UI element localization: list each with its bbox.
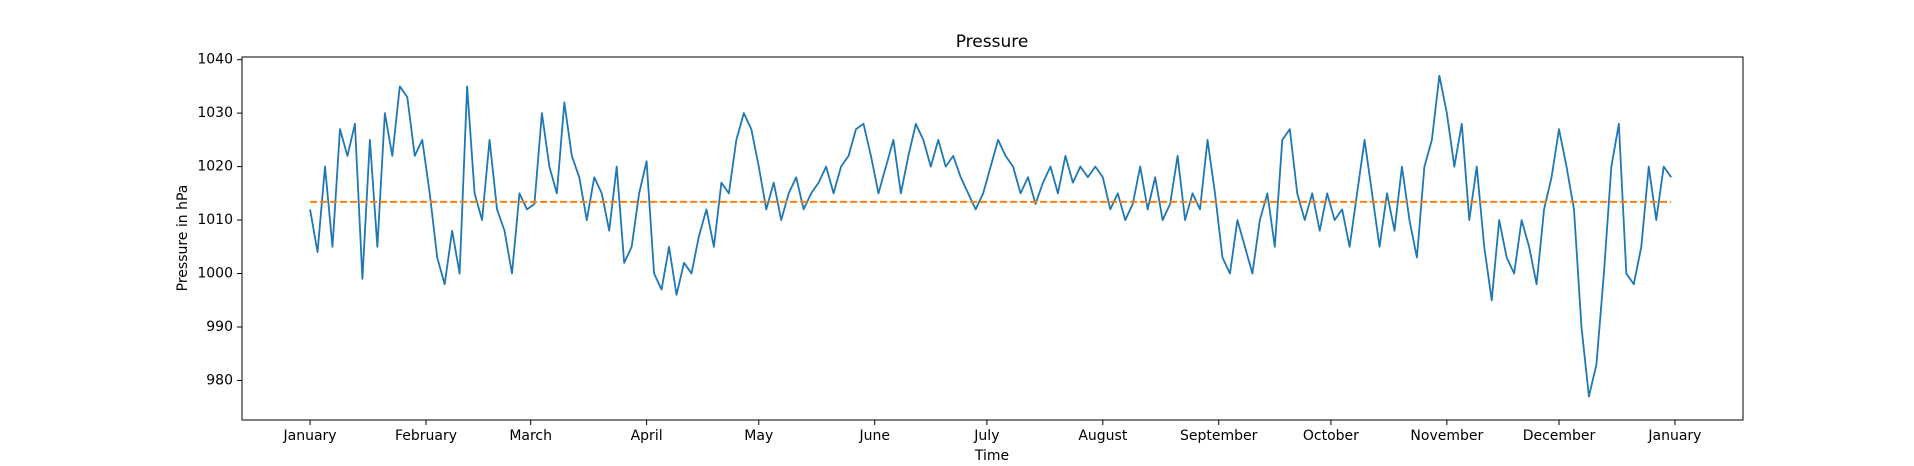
- x-tick-label: December: [1523, 428, 1596, 444]
- x-tick-label: January: [1647, 428, 1701, 444]
- x-tick-label: May: [744, 428, 773, 444]
- y-tick-label: 1040: [197, 52, 233, 68]
- y-tick-label: 1010: [197, 212, 233, 228]
- y-axis-label: Pressure in hPa: [175, 185, 191, 292]
- chart-title: Pressure: [956, 32, 1029, 52]
- x-tick-label: November: [1410, 428, 1483, 444]
- plot-frame: [241, 56, 1744, 421]
- x-tick-label: September: [1180, 428, 1258, 444]
- x-tick-label: October: [1303, 428, 1359, 444]
- y-tick-label: 980: [206, 372, 233, 388]
- x-axis-label: Time: [974, 448, 1009, 464]
- x-tick-label: August: [1078, 428, 1128, 444]
- x-tick-label: February: [395, 428, 457, 444]
- x-tick-label: June: [858, 428, 890, 444]
- y-tick-label: 1020: [197, 159, 233, 175]
- x-tick-label: March: [509, 428, 552, 444]
- x-tick-label: April: [631, 428, 663, 444]
- data-line: [309, 74, 1672, 398]
- y-tick-label: 1000: [197, 266, 233, 282]
- y-tick-label: 990: [206, 319, 233, 335]
- y-tick-label: 1030: [197, 105, 233, 121]
- x-tick-label: January: [283, 428, 337, 444]
- x-tick-label: July: [973, 428, 999, 444]
